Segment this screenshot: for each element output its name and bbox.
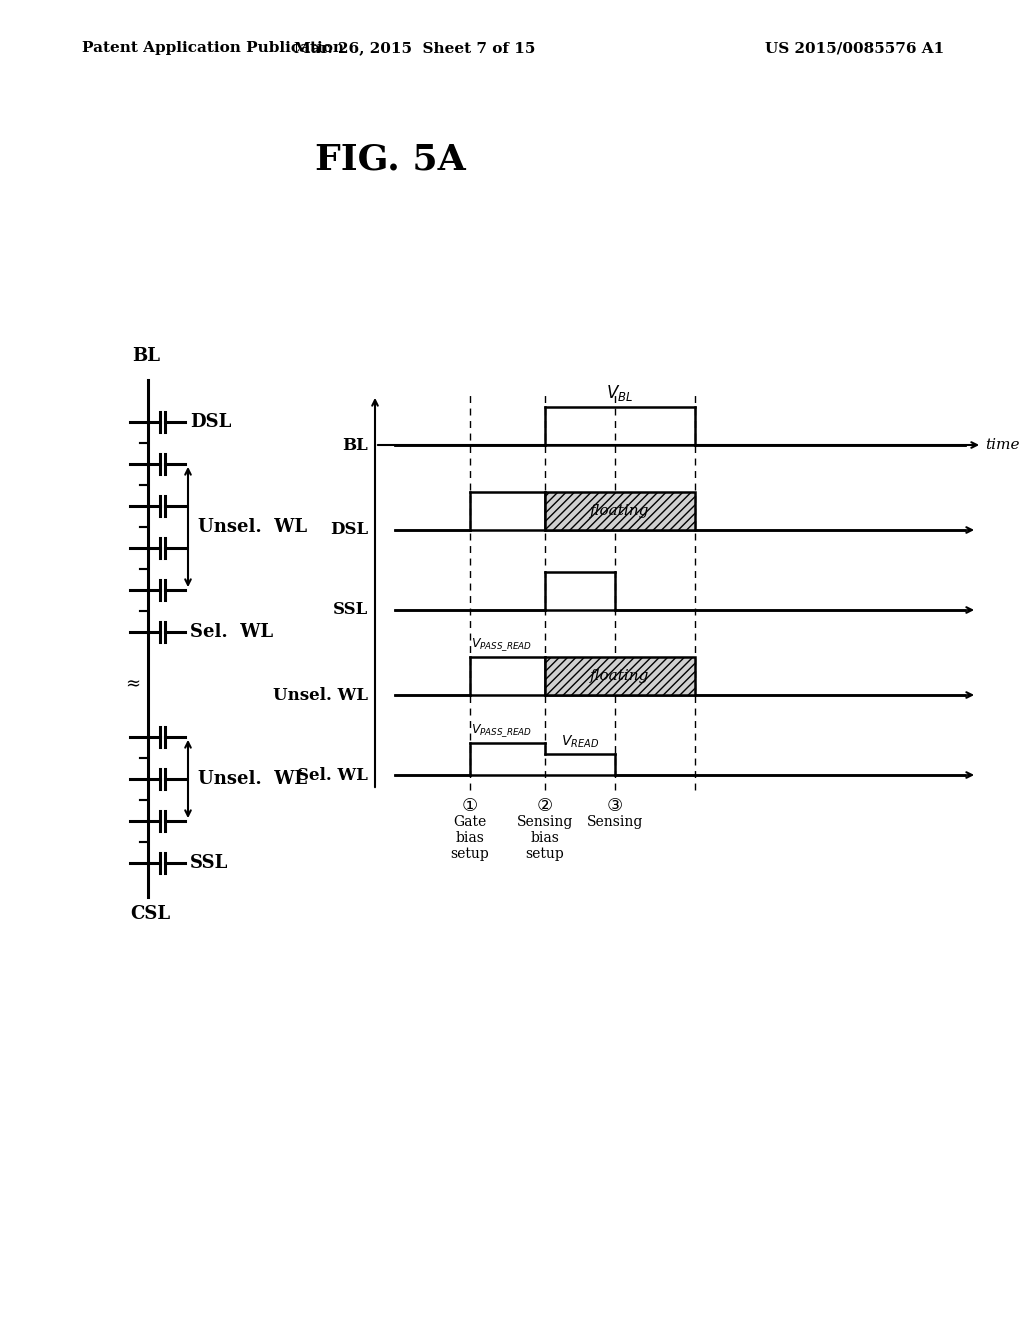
Text: Sel.  WL: Sel. WL [190,623,273,642]
Bar [545,657,695,696]
Text: Unsel.  WL: Unsel. WL [198,517,307,536]
Text: floating: floating [590,504,649,517]
Text: Sel. WL: Sel. WL [297,767,368,784]
Text: DSL: DSL [330,521,368,539]
Text: Sensing
bias
setup: Sensing bias setup [517,814,573,862]
Text: ②: ② [537,797,553,814]
Text: Sensing: Sensing [587,814,643,829]
Text: BL: BL [342,437,368,454]
Text: $V_{READ}$: $V_{READ}$ [561,734,599,750]
Text: $V_{PASS\_READ}$: $V_{PASS\_READ}$ [471,636,532,653]
Text: US 2015/0085576 A1: US 2015/0085576 A1 [765,41,944,55]
Text: SSL: SSL [190,854,228,873]
Text: FIG. 5A: FIG. 5A [314,143,465,177]
Text: Gate
bias
setup: Gate bias setup [451,814,489,862]
Text: $V_{PASS\_READ}$: $V_{PASS\_READ}$ [471,722,532,739]
Bar [545,492,695,531]
Text: time: time [985,438,1020,451]
Text: SSL: SSL [333,602,368,619]
Text: ③: ③ [607,797,623,814]
Text: BL: BL [132,347,160,366]
Text: ≈: ≈ [125,676,140,693]
Text: $V_{BL}$: $V_{BL}$ [606,383,634,403]
Text: floating: floating [590,669,649,682]
Text: Unsel. WL: Unsel. WL [273,686,368,704]
Text: Patent Application Publication: Patent Application Publication [82,41,344,55]
Text: CSL: CSL [130,904,170,923]
Text: Unsel.  WL: Unsel. WL [198,770,307,788]
Text: ①: ① [462,797,478,814]
Text: DSL: DSL [190,413,231,432]
Text: Mar. 26, 2015  Sheet 7 of 15: Mar. 26, 2015 Sheet 7 of 15 [294,41,536,55]
